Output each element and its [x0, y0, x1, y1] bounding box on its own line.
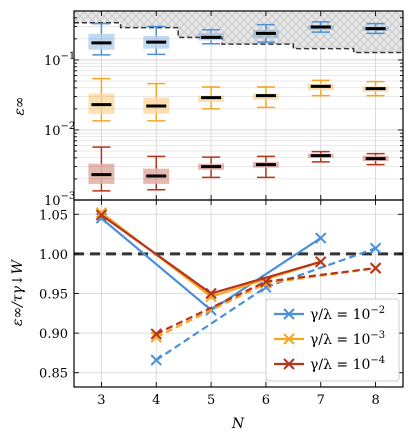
y-tick-label: 1.05	[39, 208, 68, 223]
top-panel-boxplot: 10−3 10−2 10−1 ε∞	[12, 10, 403, 209]
bottom-y-axis-label: ε∞/τγ↓W	[10, 258, 26, 326]
x-marker	[260, 275, 272, 288]
x-marker	[95, 206, 108, 219]
legend-entry: γ/λ = 10−4	[274, 355, 385, 373]
x-tick-label: 7	[317, 393, 325, 408]
x-marker	[369, 242, 382, 255]
box-5	[198, 28, 225, 45]
box-4	[143, 155, 170, 191]
box-8	[362, 80, 389, 97]
legend-label: γ/λ = 10−3	[310, 330, 385, 348]
x-tick-label: 8	[371, 393, 379, 408]
hatched-region	[74, 11, 403, 54]
x-ticks: 3 4 5 6 7 8	[97, 200, 380, 408]
ratio-series-4	[95, 209, 327, 300]
box-7	[307, 150, 334, 163]
x-tick-label: 5	[207, 393, 215, 408]
legend: γ/λ = 10−2 γ/λ = 10−3 γ/λ = 10−4	[265, 298, 400, 382]
box-7	[307, 21, 334, 33]
y-tick-label: 10−3	[44, 191, 75, 209]
x-tick-label: 4	[152, 393, 160, 408]
bottom-panel-ratio: 0.85 0.90 0.95 1.00 1.05 3 4 5 6 7 8 ε∞/τγ↓W N γ/…	[10, 200, 403, 432]
y-tick-label: 10−2	[44, 121, 75, 139]
x-marker	[150, 331, 162, 343]
legend-box	[265, 298, 400, 382]
box-8	[362, 22, 389, 35]
y-tick-label: 0.85	[39, 367, 68, 382]
legend-marker	[283, 333, 295, 345]
box-5	[198, 86, 225, 110]
ratio-series	[95, 206, 382, 366]
y-tick-label: 0.90	[39, 327, 68, 342]
box-4	[143, 82, 170, 122]
x-marker	[205, 287, 217, 300]
ratio-series-5	[150, 262, 382, 340]
y-tick-label: 1.00	[39, 248, 68, 263]
hatch-boundary-line	[74, 21, 403, 54]
series-gamma_1e-4	[88, 146, 389, 192]
legend-label: γ/λ = 10−4	[310, 355, 385, 373]
box-6	[252, 155, 279, 179]
x-marker	[260, 277, 272, 289]
legend-marker	[283, 358, 295, 370]
x-axis-label: N	[231, 416, 245, 432]
bottom-y-ticks: 0.85 0.90 0.95 1.00 1.05	[39, 208, 403, 382]
legend-marker	[283, 308, 295, 320]
x-tick-label: 3	[97, 393, 105, 408]
x-marker	[95, 209, 108, 221]
series-gamma_1e-3	[88, 77, 389, 122]
legend-entry: γ/λ = 10−2	[274, 305, 385, 323]
legend-label: γ/λ = 10−2	[310, 305, 385, 323]
box-series	[88, 21, 389, 192]
box-3	[88, 146, 115, 192]
box-6	[252, 86, 279, 109]
x-marker	[315, 232, 327, 244]
x-tick-label: 6	[262, 393, 270, 408]
box-8	[362, 152, 389, 166]
box-3	[88, 22, 115, 56]
bottom-frame	[73, 199, 404, 388]
series-gamma_1e-2	[88, 21, 389, 56]
box-5	[198, 156, 225, 179]
box-7	[307, 79, 334, 97]
legend-entry: γ/λ = 10−3	[274, 330, 385, 348]
series-line	[155, 247, 376, 361]
y-tick-label: 0.95	[39, 288, 68, 303]
box-6	[252, 23, 279, 43]
x-marker	[150, 354, 162, 366]
x-marker	[369, 262, 382, 274]
x-marker	[315, 256, 327, 268]
y-tick-label: 10−1	[44, 51, 75, 69]
hatch-pattern	[74, 11, 403, 53]
top-y-ticks: 10−3 10−2 10−1	[44, 10, 403, 209]
top-y-axis-label: ε∞	[12, 96, 28, 115]
box-3	[88, 77, 115, 122]
box-4	[143, 25, 170, 56]
x-marker	[150, 328, 162, 340]
